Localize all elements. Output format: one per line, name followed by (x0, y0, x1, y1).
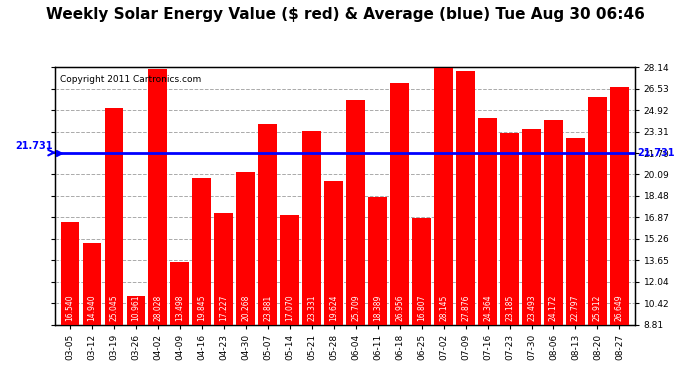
Text: 28.028: 28.028 (153, 294, 162, 321)
Bar (566, 138, 585, 375)
Text: 17.227: 17.227 (219, 294, 228, 321)
Text: 24.364: 24.364 (483, 294, 492, 321)
Text: 26.649: 26.649 (615, 294, 624, 321)
Text: 13.498: 13.498 (175, 294, 184, 321)
Bar (280, 215, 299, 375)
Text: 14.940: 14.940 (88, 294, 97, 321)
Bar (412, 218, 431, 375)
Text: 18.389: 18.389 (373, 294, 382, 321)
Bar (544, 120, 563, 375)
Text: 28.145: 28.145 (439, 294, 448, 321)
Text: 26.956: 26.956 (395, 294, 404, 321)
Bar (456, 71, 475, 375)
Bar (610, 87, 629, 375)
Bar (368, 197, 387, 375)
Bar (500, 133, 519, 375)
Text: 27.876: 27.876 (461, 294, 470, 321)
Bar (258, 124, 277, 375)
Text: 23.331: 23.331 (307, 294, 316, 321)
Text: 16.807: 16.807 (417, 294, 426, 321)
Text: 21.731: 21.731 (14, 141, 52, 151)
Text: Weekly Solar Energy Value ($ red) & Average (blue) Tue Aug 30 06:46: Weekly Solar Energy Value ($ red) & Aver… (46, 8, 644, 22)
Text: 20.268: 20.268 (241, 294, 250, 321)
Bar (302, 131, 321, 375)
Bar (61, 222, 79, 375)
Text: 22.797: 22.797 (571, 294, 580, 321)
Bar (83, 243, 101, 375)
Text: 23.881: 23.881 (264, 294, 273, 321)
Bar (522, 129, 541, 375)
Bar (324, 181, 343, 375)
Bar (478, 117, 497, 375)
Text: 16.540: 16.540 (66, 294, 75, 321)
Bar (434, 67, 453, 375)
Bar (148, 69, 167, 375)
Bar (237, 172, 255, 375)
Text: 17.070: 17.070 (285, 294, 294, 321)
Text: 24.172: 24.172 (549, 294, 558, 321)
Text: 25.709: 25.709 (351, 294, 360, 321)
Bar (588, 97, 607, 375)
Text: 21.731: 21.731 (638, 148, 676, 158)
Bar (170, 262, 189, 375)
Text: Copyright 2011 Cartronics.com: Copyright 2011 Cartronics.com (60, 75, 201, 84)
Text: 23.185: 23.185 (505, 294, 514, 321)
Text: 25.912: 25.912 (593, 294, 602, 321)
Text: 19.624: 19.624 (329, 294, 338, 321)
Text: 10.961: 10.961 (131, 294, 140, 321)
Bar (391, 83, 409, 375)
Bar (215, 213, 233, 375)
Text: 19.845: 19.845 (197, 294, 206, 321)
Bar (193, 178, 211, 375)
Bar (126, 296, 145, 375)
Bar (346, 100, 365, 375)
Bar (104, 108, 124, 375)
Text: 23.493: 23.493 (527, 294, 536, 321)
Text: 25.045: 25.045 (110, 294, 119, 321)
